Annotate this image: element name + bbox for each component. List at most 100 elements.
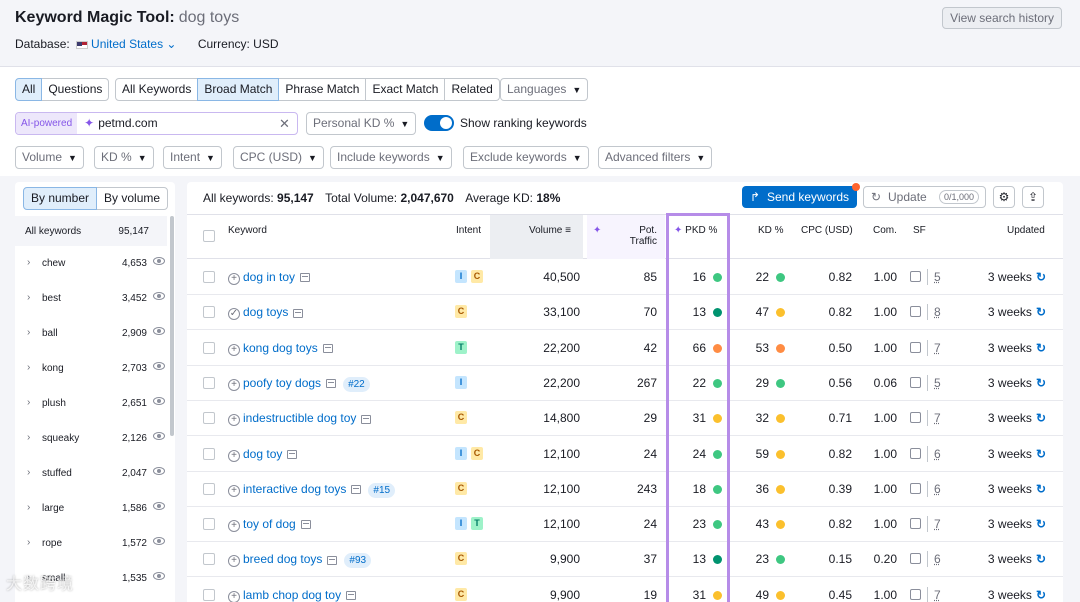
col-intent[interactable]: Intent bbox=[456, 225, 482, 236]
refresh-icon[interactable]: ↻ bbox=[1035, 305, 1046, 320]
send-keywords-button[interactable]: ↱ Send keywords bbox=[742, 183, 860, 208]
keyword-link[interactable]: poofy toy dogs bbox=[243, 375, 322, 390]
col-updated[interactable]: Updated bbox=[1007, 225, 1045, 236]
serp-features-count[interactable]: 6 bbox=[934, 552, 941, 567]
refresh-icon[interactable]: ↻ bbox=[1035, 375, 1046, 390]
close-icon[interactable]: ✕ bbox=[279, 116, 290, 131]
serp-features-count[interactable]: 7 bbox=[934, 587, 941, 602]
serp-preview-icon[interactable] bbox=[361, 414, 372, 424]
serp-features-count[interactable]: 6 bbox=[934, 446, 941, 461]
eye-icon[interactable] bbox=[153, 537, 165, 545]
kd-filter[interactable]: KD % ▼ bbox=[94, 146, 154, 169]
serp-features-count[interactable]: 7 bbox=[934, 411, 941, 426]
chevron-right-icon[interactable]: › bbox=[27, 397, 31, 408]
chevron-right-icon[interactable]: › bbox=[27, 502, 31, 513]
col-pkd[interactable]: ✦ PKD % bbox=[674, 225, 718, 236]
refresh-icon[interactable]: ↻ bbox=[1035, 481, 1046, 496]
view-search-history-button[interactable]: View search history bbox=[942, 7, 1062, 29]
tab-questions[interactable]: Questions bbox=[41, 78, 110, 101]
include-keywords-filter[interactable]: Include keywords ▼ bbox=[330, 146, 452, 169]
all-keywords-group[interactable]: All keywords 95,147 bbox=[15, 216, 167, 246]
eye-icon[interactable] bbox=[153, 572, 165, 580]
add-to-list-icon[interactable]: + bbox=[228, 484, 240, 497]
serp-features-count[interactable]: 7 bbox=[934, 340, 941, 355]
tab-by-number[interactable]: By number bbox=[23, 187, 98, 210]
tab-related[interactable]: Related bbox=[444, 78, 500, 101]
serp-features-icon[interactable] bbox=[910, 341, 921, 353]
refresh-icon[interactable]: ↻ bbox=[1035, 411, 1046, 426]
refresh-icon[interactable]: ↻ bbox=[1035, 517, 1046, 532]
eye-icon[interactable] bbox=[153, 432, 165, 440]
keyword-link[interactable]: breed dog toys bbox=[243, 552, 323, 567]
chevron-right-icon[interactable]: › bbox=[27, 537, 31, 548]
eye-icon[interactable] bbox=[153, 257, 165, 265]
chevron-right-icon[interactable]: › bbox=[27, 292, 31, 303]
chevron-down-icon[interactable]: ⌄ bbox=[163, 37, 177, 51]
update-button[interactable]: ↻ Update 0/1,000 bbox=[863, 186, 986, 208]
add-to-list-icon[interactable]: + bbox=[228, 273, 240, 285]
col-sf[interactable]: SF bbox=[913, 225, 926, 236]
show-ranking-toggle[interactable] bbox=[424, 115, 454, 131]
eye-icon[interactable] bbox=[153, 292, 165, 300]
exclude-keywords-filter[interactable]: Exclude keywords ▼ bbox=[463, 146, 589, 169]
sidebar-group-item[interactable]: › stuffed 2,047 bbox=[15, 456, 167, 491]
intent-filter[interactable]: Intent ▼ bbox=[163, 146, 222, 169]
keyword-link[interactable]: interactive dog toys bbox=[243, 481, 347, 496]
keyword-link[interactable]: dog toy bbox=[243, 446, 283, 461]
chevron-right-icon[interactable]: › bbox=[27, 362, 31, 373]
keyword-link[interactable]: toy of dog bbox=[243, 517, 296, 532]
serp-features-icon[interactable] bbox=[910, 376, 921, 388]
serp-features-count[interactable]: 6 bbox=[934, 481, 941, 496]
row-checkbox[interactable] bbox=[203, 447, 215, 460]
add-to-list-icon[interactable]: + bbox=[228, 378, 240, 391]
languages-dropdown[interactable]: Languages ▼ bbox=[500, 78, 589, 101]
eye-icon[interactable] bbox=[153, 327, 165, 335]
row-checkbox[interactable] bbox=[203, 341, 215, 354]
serp-features-icon[interactable] bbox=[910, 412, 921, 424]
advanced-filters-dropdown[interactable]: Advanced filters ▼ bbox=[598, 146, 713, 169]
settings-gear-icon[interactable]: ⚙ bbox=[993, 186, 1015, 208]
tab-broad-match[interactable]: Broad Match bbox=[197, 78, 280, 101]
col-cpc[interactable]: CPC (USD) bbox=[801, 225, 853, 236]
col-keyword[interactable]: Keyword bbox=[228, 225, 267, 236]
serp-features-count[interactable]: 5 bbox=[934, 375, 941, 390]
row-checkbox[interactable] bbox=[203, 553, 215, 566]
row-checkbox[interactable] bbox=[203, 588, 215, 601]
database-selector[interactable]: United States bbox=[91, 37, 164, 51]
add-to-list-icon[interactable]: + bbox=[228, 520, 240, 533]
add-to-list-icon[interactable]: + bbox=[228, 555, 240, 568]
col-volume[interactable]: Volume ≡ bbox=[529, 225, 571, 236]
sidebar-group-item[interactable]: › large 1,586 bbox=[15, 491, 167, 526]
add-to-list-icon[interactable]: + bbox=[228, 414, 240, 427]
sidebar-group-item[interactable]: › rope 1,572 bbox=[15, 526, 167, 561]
serp-features-icon[interactable] bbox=[910, 588, 921, 600]
serp-preview-icon[interactable] bbox=[287, 449, 298, 459]
sidebar-group-item[interactable]: › small 1,535 bbox=[15, 561, 167, 596]
sidebar-group-item[interactable]: › plush 2,651 bbox=[15, 386, 167, 421]
col-pot-traffic[interactable]: Pot. Traffic bbox=[629, 225, 657, 247]
serp-features-count[interactable]: 5 bbox=[934, 270, 941, 284]
select-all-checkbox[interactable] bbox=[203, 230, 215, 242]
sidebar-group-item[interactable]: › kong 2,703 bbox=[15, 351, 167, 386]
eye-icon[interactable] bbox=[153, 502, 165, 510]
serp-features-icon[interactable] bbox=[910, 306, 921, 318]
serp-features-count[interactable]: 7 bbox=[934, 517, 941, 532]
serp-preview-icon[interactable] bbox=[293, 308, 304, 318]
chevron-right-icon[interactable]: › bbox=[27, 327, 31, 338]
domain-value[interactable]: petmd.com bbox=[98, 116, 158, 130]
added-check-icon[interactable]: ✓ bbox=[228, 308, 240, 321]
row-checkbox[interactable] bbox=[203, 376, 215, 389]
personal-kd-dropdown[interactable]: Personal KD % ▼ bbox=[306, 112, 417, 135]
row-checkbox[interactable] bbox=[203, 271, 215, 283]
tab-exact-match[interactable]: Exact Match bbox=[365, 78, 446, 101]
row-checkbox[interactable] bbox=[203, 482, 215, 495]
chevron-right-icon[interactable]: › bbox=[27, 467, 31, 478]
serp-features-icon[interactable] bbox=[910, 553, 921, 565]
eye-icon[interactable] bbox=[153, 362, 165, 370]
serp-features-icon[interactable] bbox=[910, 271, 921, 282]
tab-all[interactable]: All bbox=[15, 78, 43, 101]
ai-domain-input[interactable]: AI-powered ✦ petmd.com ✕ bbox=[15, 112, 298, 135]
add-to-list-icon[interactable]: + bbox=[228, 343, 240, 356]
chevron-right-icon[interactable]: › bbox=[27, 257, 31, 268]
tab-phrase-match[interactable]: Phrase Match bbox=[278, 78, 367, 101]
